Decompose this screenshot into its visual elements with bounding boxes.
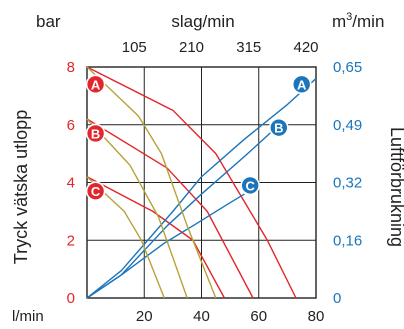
left-tick-label: 0 [67, 290, 75, 307]
right-tick-label: 0 [333, 290, 341, 307]
air-badge-b-label: B [274, 121, 283, 136]
right-axis-unit-prefix: m [332, 12, 346, 31]
air-badge-b-circle [268, 117, 289, 138]
left-tick-label: 4 [67, 175, 75, 192]
pressure-badge-b-label: B [91, 126, 100, 141]
air-series-line-b [86, 130, 274, 299]
bottom-tick-label: 40 [193, 308, 210, 324]
right-tick-label: 0,49 [333, 117, 362, 134]
pressure-badge-a-label: A [91, 77, 101, 92]
right-axis-title: Luftförbrukning [387, 127, 404, 247]
bottom-tick-label: 80 [308, 308, 325, 324]
left-axis-unit: bar [36, 12, 61, 31]
left-tick-label: 2 [67, 232, 75, 249]
right-axis-unit-suffix: /min [352, 12, 384, 31]
plot-frame [86, 66, 317, 299]
left-tick-label: 8 [67, 59, 75, 76]
bottom-axis-unit: l/min [12, 308, 44, 324]
pressure-badge-a: A [85, 74, 106, 95]
bottom-tick-label: 20 [136, 308, 153, 324]
air-badge-a: A [291, 74, 312, 95]
top-tick-label: 210 [179, 39, 204, 56]
air-series-line-c [86, 193, 245, 299]
top-tick-label: 105 [122, 39, 147, 56]
air-badge-c: C [240, 175, 260, 196]
pressure-badge-c-label: C [91, 184, 101, 199]
secondary-series-line [86, 176, 165, 299]
air-series-line-a [86, 78, 317, 299]
series-layer [86, 66, 317, 299]
right-tick-label: 0,65 [333, 59, 362, 76]
air-badge-a-circle [291, 74, 312, 95]
air-badge-a-label: A [297, 77, 307, 92]
top-tick-label: 315 [236, 39, 261, 56]
air-badge-b: B [268, 117, 289, 138]
right-tick-label: 0,16 [333, 232, 362, 249]
right-axis-unit: m3/min [332, 11, 384, 31]
left-axis-title: Tryck vätska utlopp [11, 110, 31, 264]
secondary-series-line [86, 118, 188, 299]
secondary-series-line [86, 66, 217, 299]
pressure-badge-c-circle [85, 181, 106, 201]
air-badge-c-circle [240, 175, 260, 196]
right-axis-unit-sup: 3 [346, 11, 352, 23]
pressure-badge-b: B [85, 123, 106, 144]
pressure-badge-b-circle [85, 123, 106, 144]
top-axis-unit: slag/min [171, 12, 234, 31]
pressure-series-line-c [86, 176, 226, 299]
badge-layer: A B C A B C [85, 74, 312, 201]
pressure-badge-c: C [85, 181, 106, 201]
left-tick-label: 6 [67, 117, 75, 134]
pressure-series-line-b [86, 118, 254, 299]
bottom-tick-label: 60 [250, 308, 267, 324]
right-tick-label: 0,32 [333, 175, 362, 192]
air-badge-c-label: C [245, 178, 255, 193]
pressure-badge-a-circle [85, 74, 106, 95]
pressure-series-line-a [86, 66, 297, 299]
top-tick-label: 420 [293, 39, 318, 56]
